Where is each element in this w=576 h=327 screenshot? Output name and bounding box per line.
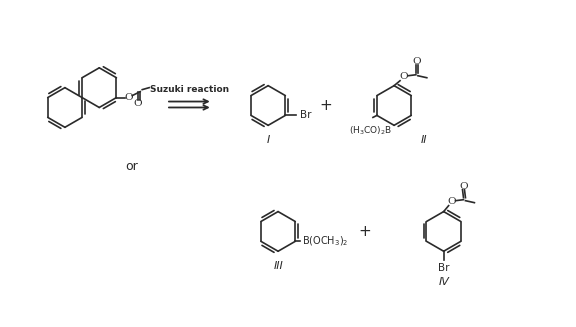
Text: II: II (420, 135, 427, 145)
Text: B(OCH$_3$)$_2$: B(OCH$_3$)$_2$ (302, 234, 348, 248)
Text: or: or (125, 161, 138, 173)
Text: +: + (358, 224, 371, 239)
Text: O: O (459, 182, 468, 191)
Text: III: III (273, 261, 283, 271)
Text: O: O (412, 57, 421, 66)
Text: Br: Br (438, 263, 449, 273)
Text: Suzuki reaction: Suzuki reaction (150, 85, 229, 94)
Text: O: O (133, 99, 142, 108)
Text: Br: Br (300, 111, 312, 120)
Text: +: + (319, 98, 332, 113)
Text: O: O (400, 72, 408, 81)
Text: O: O (448, 197, 456, 206)
Text: I: I (267, 135, 270, 145)
Text: O: O (124, 93, 132, 102)
Text: (H$_3$CO)$_2$B: (H$_3$CO)$_2$B (349, 124, 393, 137)
Text: IV: IV (438, 277, 449, 287)
